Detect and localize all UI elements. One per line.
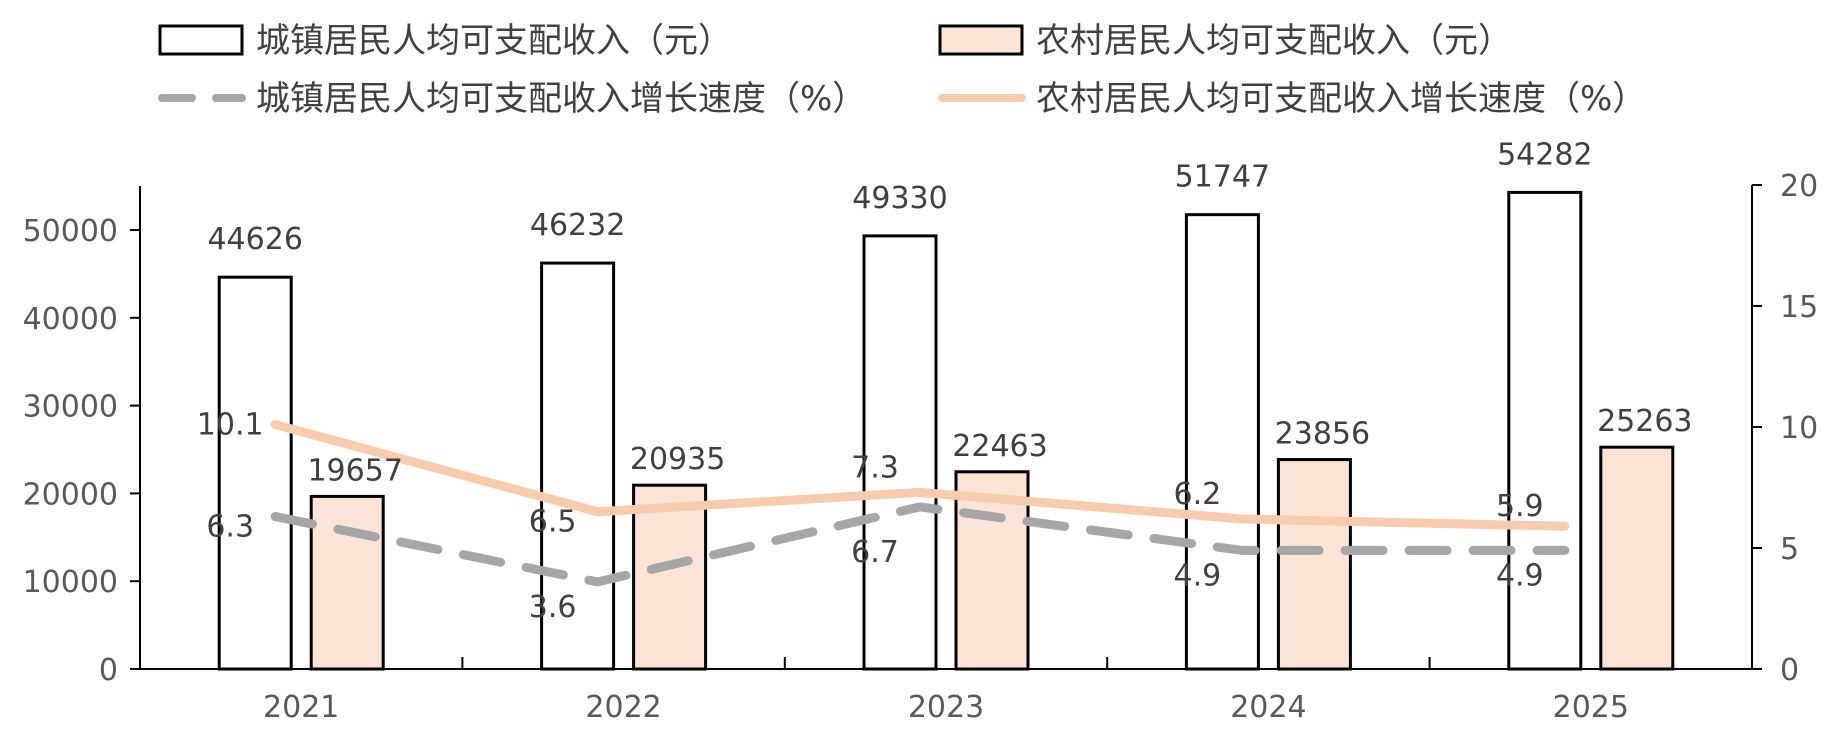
right-tick-label: 10 [1780,411,1818,446]
legend: 城镇居民人均可支配收入（元） 农村居民人均可支配收入（元） 城镇居民人均可支配收入增… [158,21,1646,119]
rural-growth-label: 6.2 [1174,477,1222,512]
rural-income-label: 20935 [630,442,725,477]
legend-swatch [938,24,1024,56]
urban-income-bar [217,275,293,671]
x-tick-label: 2023 [908,690,984,725]
left-tick-label: 50000 [23,214,118,249]
right-tick-label: 15 [1780,290,1818,325]
rural-growth-label: 6.5 [529,505,577,540]
x-tick-label: 2021 [263,690,339,725]
urban-growth-label: 4.9 [1496,558,1544,593]
x-tick-label: 2024 [1230,690,1306,725]
data-labels: 44626 46232 49330 51747 54282 19657 20935 22463… [197,137,1693,624]
left-tick-label: 0 [99,653,118,688]
rural-income-label: 25263 [1597,404,1692,439]
urban-growth-label: 6.7 [851,535,899,570]
legend-item-3: 城镇居民人均可支配收入增长速度（%） [158,79,866,119]
rural-growth-line [270,420,1570,531]
urban-income-label: 44626 [207,222,302,257]
urban-income-bar [862,234,938,671]
rural-income-bar [309,494,385,671]
legend-label: 城镇居民人均可支配收入增长速度（%） [256,79,866,119]
lines [270,420,1570,587]
x-tick-label: 2025 [1553,690,1629,725]
right-tick-label: 5 [1780,532,1799,567]
urban-growth-label: 3.6 [529,590,577,625]
legend-label: 城镇居民人均可支配收入（元） [256,21,732,61]
legend-item-1: 城镇居民人均可支配收入（元） [158,21,732,61]
rural-income-label: 19657 [307,453,402,488]
rural-income-label: 23856 [1275,417,1370,452]
urban-income-bar [1184,213,1260,671]
urban-growth-label: 4.9 [1174,558,1222,593]
legend-label: 农村居民人均可支配收入增长速度（%） [1036,79,1646,119]
rural-income-label: 22463 [952,429,1047,464]
left-tick-label: 30000 [23,390,118,425]
left-tick-label: 20000 [23,477,118,512]
urban-income-bar [540,261,616,671]
right-tick-label: 0 [1780,653,1799,688]
legend-item-2: 农村居民人均可支配收入（元） [938,21,1512,61]
urban-income-label: 51747 [1175,160,1270,195]
legend-item-4: 农村居民人均可支配收入增长速度（%） [938,79,1646,119]
rural-income-bar [1599,445,1675,671]
urban-income-bar [1507,190,1583,671]
right-tick-label: 20 [1780,169,1818,204]
urban-income-label: 54282 [1497,137,1592,172]
urban-growth-label: 6.3 [206,510,254,545]
urban-income-label: 46232 [530,208,625,243]
urban-growth-line [270,502,1570,587]
axes: 0 10000 20000 30000 40000 50000 0 5 10 15 20 2021 20… [23,169,1819,725]
bars [217,190,1675,671]
left-tick-label: 10000 [23,565,118,600]
rural-income-bar [1276,458,1352,671]
rural-growth-label: 10.1 [197,408,264,443]
rural-growth-label: 5.9 [1496,489,1544,524]
urban-income-label: 49330 [852,181,947,216]
legend-label: 农村居民人均可支配收入（元） [1036,21,1512,61]
left-tick-label: 40000 [23,302,118,337]
rural-income-bar [632,483,708,671]
legend-swatch [158,24,244,56]
x-tick-label: 2022 [585,690,661,725]
rural-growth-label: 7.3 [851,450,899,485]
